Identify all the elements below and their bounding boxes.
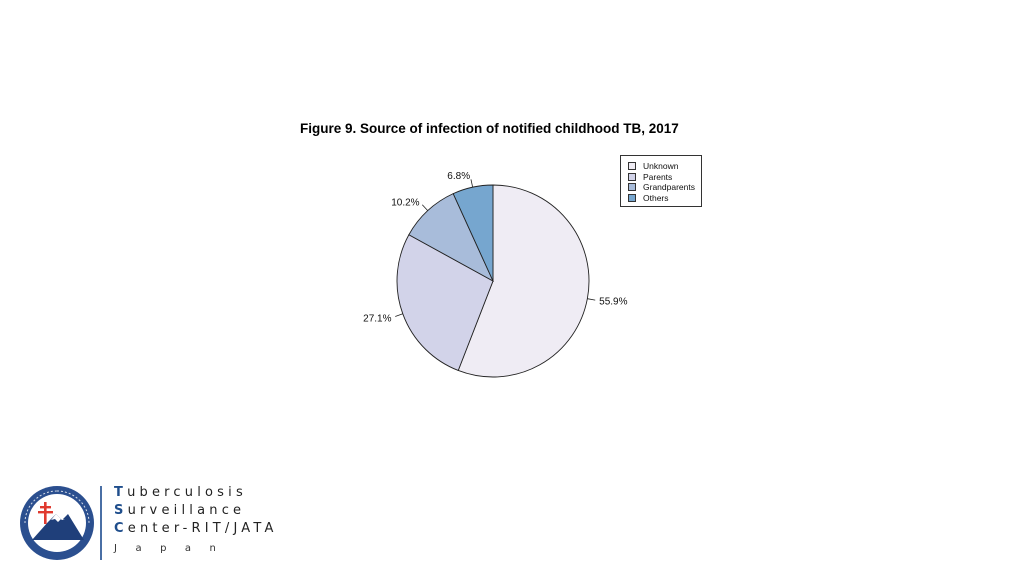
double-cross-icon — [38, 502, 53, 524]
logo-divider — [100, 486, 102, 560]
mountain-icon — [32, 514, 84, 540]
pie-label-others: 6.8% — [447, 171, 470, 182]
organization-logo — [18, 484, 96, 567]
org-name-line-3: Center-RIT/JATA — [114, 521, 278, 536]
pie-label-parents: 27.1% — [363, 313, 391, 324]
pie-label-leader-others — [470, 179, 474, 188]
legend-swatch-unknown — [628, 162, 636, 171]
legend-swatch-parents — [628, 172, 636, 181]
org-country: Japan — [114, 543, 235, 554]
legend-item-parents: Parents — [628, 172, 701, 183]
pie-label-leader-parents — [395, 313, 403, 317]
pie-slice-parents — [396, 234, 494, 372]
legend-swatch-others — [628, 193, 636, 202]
pie-label-leader-unknown — [587, 298, 596, 301]
pie-label-leader-grandparents — [421, 204, 429, 211]
legend-item-unknown: Unknown — [628, 161, 701, 172]
chart-title: Figure 9. Source of infection of notifie… — [300, 121, 679, 136]
legend-label-others: Others — [643, 192, 669, 203]
org-name-line-1: Tuberculosis — [114, 485, 247, 500]
legend-label-unknown: Unknown — [643, 161, 679, 172]
pie-label-unknown: 55.9% — [599, 296, 627, 307]
pie-label-grandparents: 10.2% — [391, 197, 419, 208]
legend-item-grandparents: Grandparents — [628, 182, 701, 193]
legend-swatch-grandparents — [628, 183, 636, 192]
pie-slice-others — [452, 184, 494, 282]
organization-name: Tuberculosis Surveillance Center-RIT/JAT… — [114, 484, 278, 558]
pie-slice-unknown — [457, 184, 590, 378]
legend-label-parents: Parents — [643, 171, 673, 182]
org-name-line-2: Surveillance — [114, 503, 246, 518]
chart-legend: Unknown Parents Grandparents Others — [620, 155, 702, 207]
legend-label-grandparents: Grandparents — [643, 182, 695, 193]
legend-item-others: Others — [628, 193, 701, 204]
